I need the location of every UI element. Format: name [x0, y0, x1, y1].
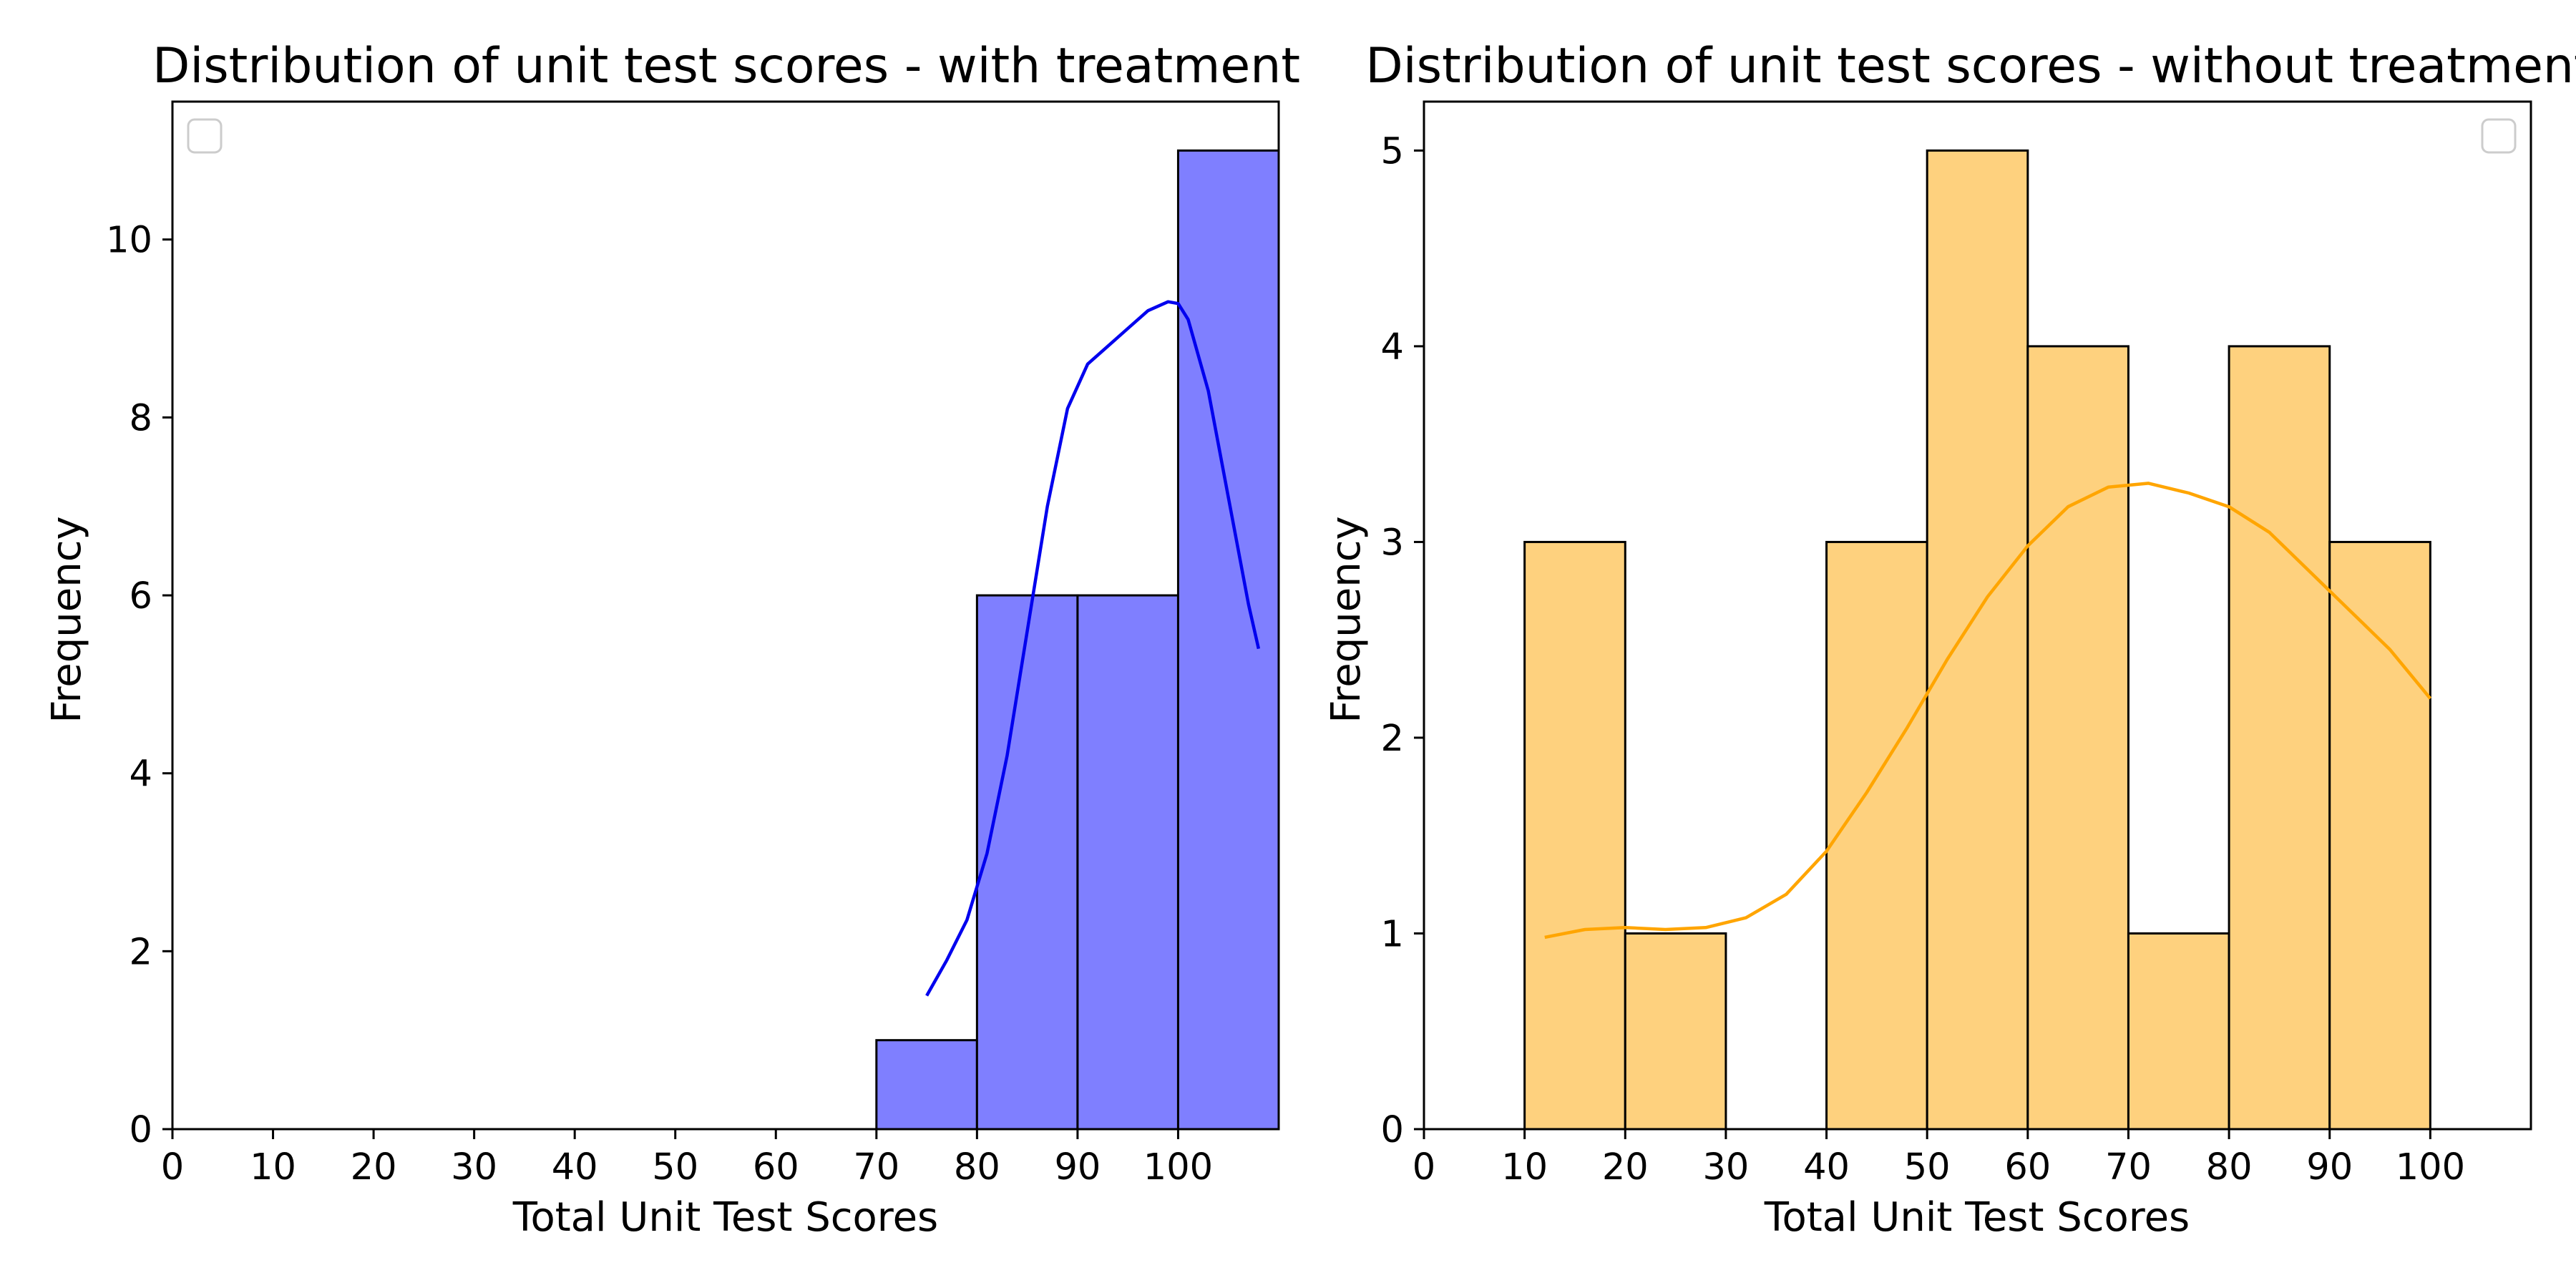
x-tick-label: 70 — [853, 1146, 899, 1189]
x-tick-label: 40 — [1803, 1146, 1850, 1189]
histogram-bar — [875, 1039, 978, 1131]
histogram-bar — [1176, 149, 1280, 1131]
y-tick-label: 2 — [1381, 718, 1404, 760]
x-tick-label: 40 — [552, 1146, 598, 1189]
x-tick-label: 0 — [1413, 1146, 1435, 1189]
kde-curve — [925, 300, 1261, 997]
x-tick-label: 80 — [2206, 1146, 2253, 1189]
y-tick-label: 0 — [1381, 1109, 1404, 1151]
x-tick-label: 80 — [954, 1146, 1000, 1189]
histogram-with-treatment: Distribution of unit test scores - with … — [44, 38, 1300, 1241]
x-tick-label: 60 — [753, 1146, 799, 1189]
axes-frame — [171, 100, 1280, 1131]
y-tick-label: 4 — [130, 753, 152, 796]
histogram-bar — [1926, 149, 2029, 1131]
histogram-bar — [1624, 932, 1727, 1131]
histogram-without-treatment: Distribution of unit test scores - witho… — [1323, 38, 2576, 1241]
x-tick-label: 30 — [1702, 1146, 1749, 1189]
x-axis-label: Total Unit Test Scores — [512, 1194, 938, 1241]
y-tick-label: 1 — [1381, 913, 1404, 955]
kde-curve — [1544, 482, 2432, 940]
y-tick-label: 3 — [1381, 522, 1404, 564]
histogram-bar — [1825, 540, 1928, 1131]
x-tick-label: 60 — [2004, 1146, 2051, 1189]
histogram-bar — [1076, 594, 1179, 1131]
histogram-bar — [975, 594, 1079, 1131]
plot-area: 0 10 20 30 40 50 60 70 80 90 100 0 1 2 3 4 5 — [1381, 100, 2532, 1189]
y-tick-label: 2 — [130, 931, 152, 973]
x-tick-label: 10 — [1501, 1146, 1548, 1189]
x-tick-label: 90 — [1054, 1146, 1101, 1189]
axes-frame — [1423, 100, 2532, 1131]
x-tick-label: 30 — [451, 1146, 497, 1189]
x-tick-label: 70 — [2105, 1146, 2152, 1189]
legend-box — [2481, 118, 2517, 154]
x-tick-label: 20 — [1602, 1146, 1649, 1189]
chart-title: Distribution of unit test scores - with … — [152, 38, 1300, 94]
histogram-bar — [2328, 540, 2431, 1131]
y-tick-label: 5 — [1381, 130, 1404, 172]
x-tick-label: 10 — [250, 1146, 296, 1189]
y-axis-label: Frequency — [44, 516, 90, 723]
x-tick-label: 100 — [2396, 1146, 2465, 1189]
x-tick-label: 50 — [652, 1146, 698, 1189]
x-tick-label: 90 — [2306, 1146, 2353, 1189]
y-tick-label: 8 — [130, 397, 152, 439]
y-axis-label: Frequency — [1323, 516, 1370, 723]
x-tick-label: 20 — [351, 1146, 397, 1189]
histogram-bar — [2026, 345, 2129, 1131]
histogram-bar — [1523, 540, 1626, 1131]
x-tick-label: 100 — [1143, 1146, 1213, 1189]
plot-area: 0 10 20 30 40 50 60 70 80 90 100 0 2 4 6 8 10 — [106, 100, 1280, 1189]
histogram-bar — [2228, 345, 2331, 1131]
x-axis-label: Total Unit Test Scores — [1764, 1194, 2190, 1241]
histogram-bar — [2127, 932, 2230, 1131]
y-tick-label: 4 — [1381, 326, 1404, 369]
chart-title: Distribution of unit test scores - witho… — [1365, 38, 2576, 94]
x-tick-label: 50 — [1904, 1146, 1951, 1189]
y-tick-label: 10 — [106, 220, 152, 262]
y-tick-label: 6 — [130, 575, 152, 618]
x-tick-label: 0 — [161, 1146, 184, 1189]
legend-box — [187, 118, 223, 154]
y-tick-label: 0 — [130, 1109, 152, 1151]
